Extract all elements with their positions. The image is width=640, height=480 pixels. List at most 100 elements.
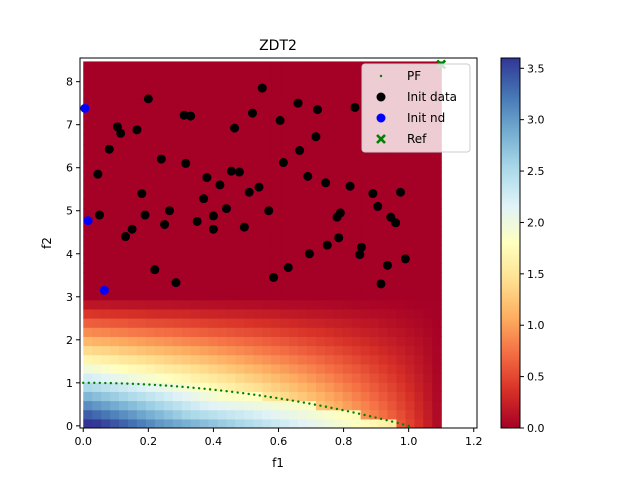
heatmap-cell <box>226 70 236 81</box>
heatmap-cell <box>145 263 156 273</box>
heatmap-cell <box>92 354 102 365</box>
heatmap-cell <box>92 363 102 374</box>
x-tick-label: 0.8 <box>335 435 353 448</box>
heatmap-cell <box>262 253 272 264</box>
legend-init-data-marker <box>376 92 386 102</box>
heatmap-cell <box>306 400 317 411</box>
heatmap-cell <box>127 217 138 227</box>
heatmap-cell <box>172 189 183 200</box>
heatmap-cell <box>298 253 308 264</box>
heatmap-cell <box>333 299 344 310</box>
heatmap-cell <box>92 107 102 118</box>
heatmap-cell <box>262 263 272 273</box>
heatmap-cell <box>190 143 201 154</box>
legend-init-nd-marker <box>376 113 386 123</box>
heatmap-cell <box>324 107 335 118</box>
heatmap-cell <box>154 208 165 218</box>
heatmap-cell <box>342 107 353 118</box>
heatmap-cell <box>378 299 389 310</box>
heatmap-cell <box>190 336 201 347</box>
colorbar-tick-label: 1.0 <box>527 319 545 332</box>
heatmap-cell <box>217 116 228 127</box>
chart-title: ZDT2 <box>259 38 297 54</box>
heatmap-cell <box>92 235 102 246</box>
heatmap-cell <box>405 208 415 218</box>
heatmap-cell <box>369 226 380 237</box>
heatmap-cell <box>172 253 183 264</box>
heatmap-cell <box>217 134 228 145</box>
heatmap-cell <box>315 125 326 136</box>
heatmap-cell <box>423 336 433 347</box>
pf-point <box>126 382 129 385</box>
heatmap-cell <box>324 70 335 81</box>
heatmap-cell <box>280 244 290 255</box>
y-tick-label: 8 <box>66 76 73 89</box>
heatmap-cell <box>405 198 415 209</box>
heatmap-cell <box>235 116 245 127</box>
init-data-point <box>368 189 378 199</box>
heatmap-cell <box>280 79 290 90</box>
heatmap-cell <box>378 171 389 182</box>
heatmap-cell <box>199 98 210 108</box>
heatmap-cell <box>154 70 165 81</box>
heatmap-cell <box>262 180 272 191</box>
heatmap-cell <box>315 88 326 99</box>
heatmap-cell <box>101 373 111 383</box>
heatmap-cell <box>190 70 201 81</box>
heatmap-cell <box>83 391 93 402</box>
heatmap-cell <box>280 354 290 365</box>
heatmap-cell <box>119 217 129 227</box>
heatmap-cell <box>244 61 254 72</box>
heatmap-cell <box>324 409 335 420</box>
heatmap-cell <box>271 61 281 72</box>
heatmap-cell <box>306 235 317 246</box>
heatmap-cell <box>414 235 424 246</box>
heatmap-cell <box>360 281 371 292</box>
heatmap-cell <box>351 153 362 163</box>
heatmap-cell <box>127 79 138 90</box>
heatmap-cell <box>226 418 236 428</box>
heatmap-cell <box>217 143 228 154</box>
heatmap-cell <box>333 134 344 145</box>
heatmap-cell <box>127 409 138 420</box>
heatmap-cell <box>127 198 138 209</box>
heatmap-cell <box>181 153 192 163</box>
heatmap-cell <box>387 373 398 383</box>
heatmap-cell <box>298 272 308 282</box>
heatmap-cell <box>423 281 433 292</box>
heatmap-cell <box>83 281 93 292</box>
heatmap-cell <box>387 253 398 264</box>
heatmap-cell <box>414 418 424 428</box>
heatmap-cell <box>405 327 415 337</box>
heatmap-cell <box>333 217 344 227</box>
heatmap-cell <box>405 354 415 365</box>
heatmap-cell <box>289 125 299 136</box>
heatmap-cell <box>145 61 156 72</box>
heatmap-cell <box>181 281 192 292</box>
init-data-point <box>234 167 244 177</box>
heatmap-cell <box>244 345 254 356</box>
heatmap-cell <box>423 272 433 282</box>
heatmap-cell <box>432 253 442 264</box>
heatmap-cell <box>369 382 380 392</box>
heatmap-cell <box>360 391 371 402</box>
heatmap-cell <box>423 162 433 173</box>
init-data-point <box>95 210 105 220</box>
heatmap-cell <box>226 244 236 255</box>
heatmap-cell <box>306 208 317 218</box>
heatmap-cell <box>145 363 156 374</box>
init-data-point <box>254 182 264 192</box>
init-data-point <box>247 108 257 118</box>
heatmap-cell <box>190 244 201 255</box>
heatmap-cell <box>306 153 317 163</box>
heatmap-cell <box>333 116 344 127</box>
heatmap-cell <box>208 318 219 328</box>
heatmap-cell <box>432 382 442 392</box>
heatmap-cell <box>306 354 317 365</box>
heatmap-cell <box>127 327 138 337</box>
heatmap-cell <box>378 208 389 218</box>
heatmap-cell <box>253 79 263 90</box>
heatmap-cell <box>306 299 317 310</box>
heatmap-cell <box>360 272 371 282</box>
heatmap-cell <box>92 198 102 209</box>
